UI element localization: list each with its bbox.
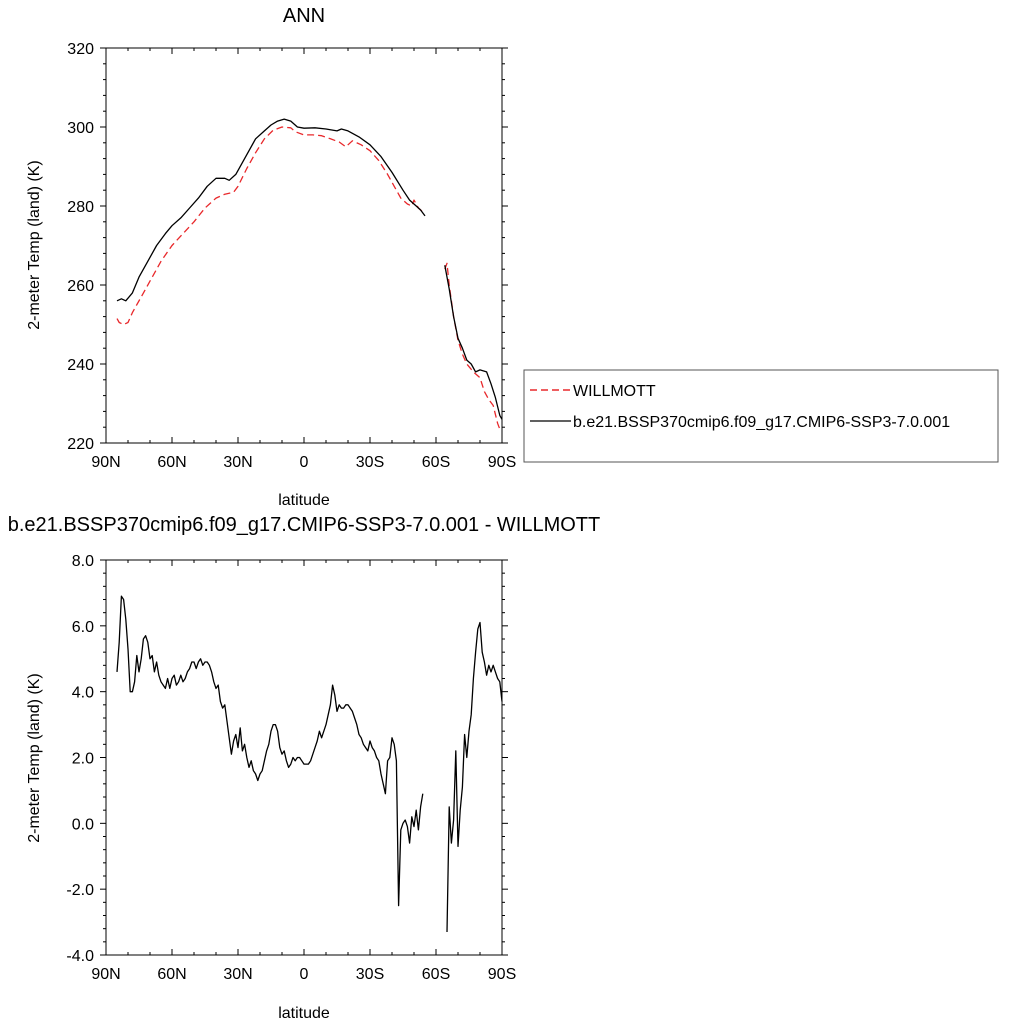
x-tick-label: 0 [300, 454, 309, 471]
legend: WILLMOTT b.e21.BSSP370cmip6.f09_g17.CMIP… [523, 369, 999, 463]
y-tick-label: 220 [67, 436, 94, 453]
x-tick-label: 90S [488, 454, 516, 471]
x-tick-label: 60S [422, 454, 450, 471]
panel2-plot-area [100, 559, 508, 956]
series-line-1-segment-1 [444, 265, 503, 420]
y-tick-label: -4.0 [66, 948, 94, 965]
y-tick-label: 260 [67, 278, 94, 295]
series-line-0-segment-0 [116, 126, 425, 326]
panel1-x-tick-labels: 90N 60N 30N 0 30S 60S 90S [91, 454, 516, 471]
plot-frame [105, 559, 503, 956]
series-line-0-segment-0 [116, 595, 424, 907]
y-tick-label: 240 [67, 357, 94, 374]
x-tick-label: 30N [223, 454, 252, 471]
x-tick-label: 90N [91, 454, 120, 471]
x-tick-label: 60N [157, 966, 186, 983]
y-tick-label: 2.0 [72, 751, 94, 768]
panel2-title: b.e21.BSSP370cmip6.f09_g17.CMIP6-SSP3-7.… [8, 514, 601, 536]
panel1-title: ANN [283, 5, 325, 27]
panel2-x-axis-label: latitude [278, 1005, 330, 1022]
legend-label-willmott: WILLMOTT [573, 383, 656, 400]
y-tick-label: -2.0 [66, 882, 94, 899]
panel2-y-axis-label: 2-meter Temp (land) (K) [26, 673, 43, 843]
panel1-y-axis-label: 2-meter Temp (land) (K) [26, 160, 43, 330]
y-tick-label: 280 [67, 199, 94, 216]
legend-label-model: b.e21.BSSP370cmip6.f09_g17.CMIP6-SSP3-7.… [573, 414, 950, 431]
plot-frame [105, 47, 503, 444]
x-tick-label: 90S [488, 966, 516, 983]
y-tick-label: 300 [67, 120, 94, 137]
series-line-0-segment-1 [444, 262, 501, 430]
x-tick-label: 30S [356, 454, 384, 471]
panel1-y-tick-labels: 220 240 260 280 300 320 [67, 41, 94, 453]
y-tick-label: 4.0 [72, 685, 94, 702]
panel-annual-mean: ANN 90N 60N 30N 0 30S 60S 90S 220 240 260 280 300 3… [26, 5, 999, 509]
panel-difference: b.e21.BSSP370cmip6.f09_g17.CMIP6-SSP3-7.… [8, 514, 601, 1022]
y-tick-label: 8.0 [72, 553, 94, 570]
series-line-1-segment-0 [116, 118, 426, 302]
y-tick-label: 6.0 [72, 619, 94, 636]
series-line-0-segment-1 [446, 621, 503, 933]
panel1-x-axis-label: latitude [278, 492, 330, 509]
panel1-plot-area [100, 47, 508, 444]
x-tick-label: 30S [356, 966, 384, 983]
legend-box [523, 369, 999, 463]
x-tick-label: 30N [223, 966, 252, 983]
x-tick-label: 0 [300, 966, 309, 983]
panel2-x-tick-labels: 90N 60N 30N 0 30S 60S 90S [91, 966, 516, 983]
x-tick-label: 90N [91, 966, 120, 983]
y-tick-label: 320 [67, 41, 94, 58]
panel2-y-tick-labels: -4.0 -2.0 0.0 2.0 4.0 6.0 8.0 [66, 553, 94, 965]
y-tick-label: 0.0 [72, 816, 94, 833]
x-tick-label: 60N [157, 454, 186, 471]
x-tick-label: 60S [422, 966, 450, 983]
